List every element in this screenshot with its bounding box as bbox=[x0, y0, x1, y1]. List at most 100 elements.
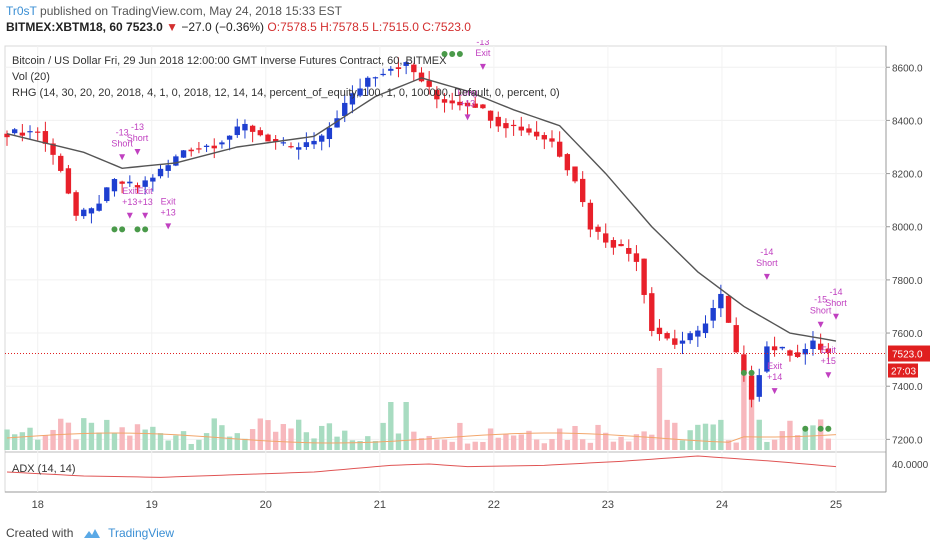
volume-bar bbox=[395, 433, 402, 450]
volume-bar bbox=[295, 419, 302, 450]
publish-info: Tr0sT published on TradingView.com, May … bbox=[6, 4, 342, 18]
candle-body bbox=[817, 343, 824, 350]
last-price-tag-label: 7523.0 bbox=[892, 350, 923, 361]
x-tick-label: 19 bbox=[146, 499, 158, 511]
volume-bar bbox=[311, 438, 317, 450]
candle-body bbox=[388, 68, 394, 71]
candle-body bbox=[265, 134, 271, 142]
signal-label: +13 bbox=[122, 197, 137, 207]
y-tick-label: 8200.0 bbox=[892, 170, 923, 181]
signal-dot bbox=[119, 226, 126, 233]
candle-body bbox=[342, 102, 348, 116]
x-tick-label: 23 bbox=[602, 499, 614, 511]
signal-label: +13 bbox=[138, 197, 153, 207]
candle-body bbox=[426, 80, 432, 87]
volume-bar bbox=[19, 432, 26, 450]
volume-bar bbox=[487, 428, 494, 450]
volume-bar bbox=[541, 443, 548, 450]
candle-body bbox=[334, 118, 340, 128]
signal-label: Exit bbox=[767, 361, 783, 371]
candle-body bbox=[418, 72, 425, 82]
volume-bar bbox=[180, 431, 187, 450]
volume-bar bbox=[11, 434, 18, 450]
ohlc-low: L:7515.0 bbox=[372, 20, 419, 34]
signal-label: Exit bbox=[138, 186, 154, 196]
x-tick-label: 21 bbox=[374, 499, 386, 511]
candle-body bbox=[188, 149, 194, 152]
legend-adx: ADX (14, 14) bbox=[12, 463, 76, 475]
adx-tick-label: 40.0000 bbox=[892, 460, 929, 471]
candle-body bbox=[595, 226, 601, 232]
candle-body bbox=[104, 187, 110, 202]
volume-bar bbox=[96, 432, 102, 450]
signal-arrow-icon bbox=[126, 212, 133, 219]
volume-bar bbox=[702, 423, 709, 450]
candle-body bbox=[42, 131, 49, 144]
signal-dot bbox=[802, 425, 809, 432]
volume-bar bbox=[771, 439, 778, 450]
y-tick-label: 7600.0 bbox=[892, 329, 923, 340]
symbol-info: BITMEX:XBTM18, 60 7523.0 ▼ −27.0 (−0.36%… bbox=[6, 20, 471, 34]
candle-body bbox=[395, 67, 402, 69]
candle-body bbox=[503, 123, 509, 129]
candle-body bbox=[771, 346, 778, 351]
price-change: −27.0 (−0.36%) bbox=[181, 20, 265, 34]
candle-body bbox=[802, 349, 808, 355]
tradingview-brand[interactable]: TradingView bbox=[108, 526, 175, 540]
created-with-text: Created with bbox=[6, 526, 74, 540]
volume-bar bbox=[810, 425, 816, 450]
candle-body bbox=[564, 154, 571, 171]
volume-bar bbox=[464, 443, 471, 450]
countdown-tag bbox=[888, 363, 918, 378]
volume-bar bbox=[441, 439, 448, 450]
y-tick-label: 7800.0 bbox=[892, 276, 923, 287]
volume-bar bbox=[472, 441, 478, 450]
candle-body bbox=[702, 323, 709, 334]
volume-bar bbox=[710, 424, 716, 450]
volume-bar bbox=[88, 422, 95, 450]
volume-bar bbox=[326, 423, 333, 450]
candle-body bbox=[96, 203, 102, 211]
volume-bar bbox=[388, 402, 394, 450]
signal-label: Exit bbox=[821, 345, 837, 355]
volume-bar bbox=[587, 442, 594, 450]
volume-ma-line bbox=[6, 432, 837, 444]
volume-bar bbox=[111, 432, 118, 450]
published-text: published on TradingView.com, May 24, 20… bbox=[40, 4, 342, 18]
candle-body bbox=[764, 346, 770, 372]
candle-body bbox=[779, 346, 785, 349]
volume-bar bbox=[580, 439, 586, 450]
candle-body bbox=[349, 93, 356, 105]
candle-body bbox=[641, 258, 647, 295]
volume-bar bbox=[764, 441, 770, 450]
volume-bar bbox=[679, 440, 686, 450]
volume-bar bbox=[173, 435, 179, 450]
volume-bar bbox=[503, 433, 509, 450]
candle-body bbox=[748, 375, 755, 400]
x-tick-label: 20 bbox=[260, 499, 272, 511]
candle-body bbox=[326, 127, 333, 140]
volume-bar bbox=[825, 438, 832, 450]
candle-body bbox=[150, 177, 156, 182]
volume-bar bbox=[280, 424, 287, 450]
signal-arrow-icon bbox=[464, 114, 471, 121]
symbol-name: BITMEX:XBTM18, 60 bbox=[6, 20, 123, 34]
price-chart[interactable]: 7200.0 7400.0 7600.0 7800.0 8000.0 8200.0 8400… bbox=[0, 37, 932, 514]
signal-arrow-icon bbox=[833, 313, 839, 320]
candle-body bbox=[81, 209, 87, 217]
signal-label: +14 bbox=[767, 372, 782, 382]
author-name[interactable]: Tr0sT bbox=[6, 4, 37, 18]
x-tick-label: 24 bbox=[716, 499, 728, 511]
chart-area[interactable]: 7200.0 7400.0 7600.0 7800.0 8000.0 8200.0 8400… bbox=[0, 37, 932, 514]
volume-bar bbox=[165, 440, 171, 450]
signal-label: Short bbox=[111, 138, 133, 148]
candle-body bbox=[610, 240, 617, 248]
signal-label: -13 bbox=[476, 40, 489, 47]
signal-label: -13 bbox=[116, 127, 129, 137]
signal-label: Short bbox=[127, 133, 149, 143]
volume-bar bbox=[265, 420, 271, 450]
last-price-tag bbox=[888, 345, 930, 362]
volume-bar bbox=[372, 440, 379, 450]
candle-body bbox=[526, 128, 532, 133]
candle-body bbox=[541, 135, 548, 140]
